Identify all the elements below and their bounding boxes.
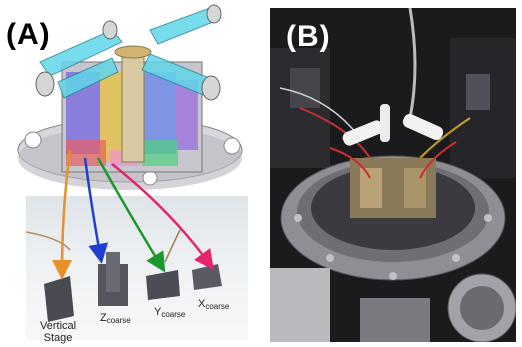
panel-b-photograph: (B)	[270, 8, 516, 342]
x-coarse-part	[192, 264, 222, 290]
vertical-stage-part	[44, 276, 74, 322]
arrow-y-coarse	[96, 157, 166, 273]
vertical-stage-label: Vertical Stage	[40, 320, 77, 344]
y-coarse-label: Ycoarse	[154, 306, 186, 319]
z-coarse-label: Zcoarse	[100, 312, 131, 325]
arrow-z-coarse	[83, 157, 109, 264]
instrument-photo	[270, 8, 516, 342]
cad-drawing	[17, 4, 243, 322]
arrow-x-coarse	[111, 163, 214, 271]
y-coarse-part	[146, 270, 180, 300]
arrow-vertical-stage	[52, 149, 73, 280]
panel-a-cad-rendering: (A) Vertical Stage Zcoarse Ycoarse Xcoars…	[6, 4, 248, 344]
panel-b-label: (B)	[286, 20, 331, 53]
panel-a-label: (A)	[6, 18, 51, 51]
x-coarse-label: Xcoarse	[198, 298, 230, 311]
